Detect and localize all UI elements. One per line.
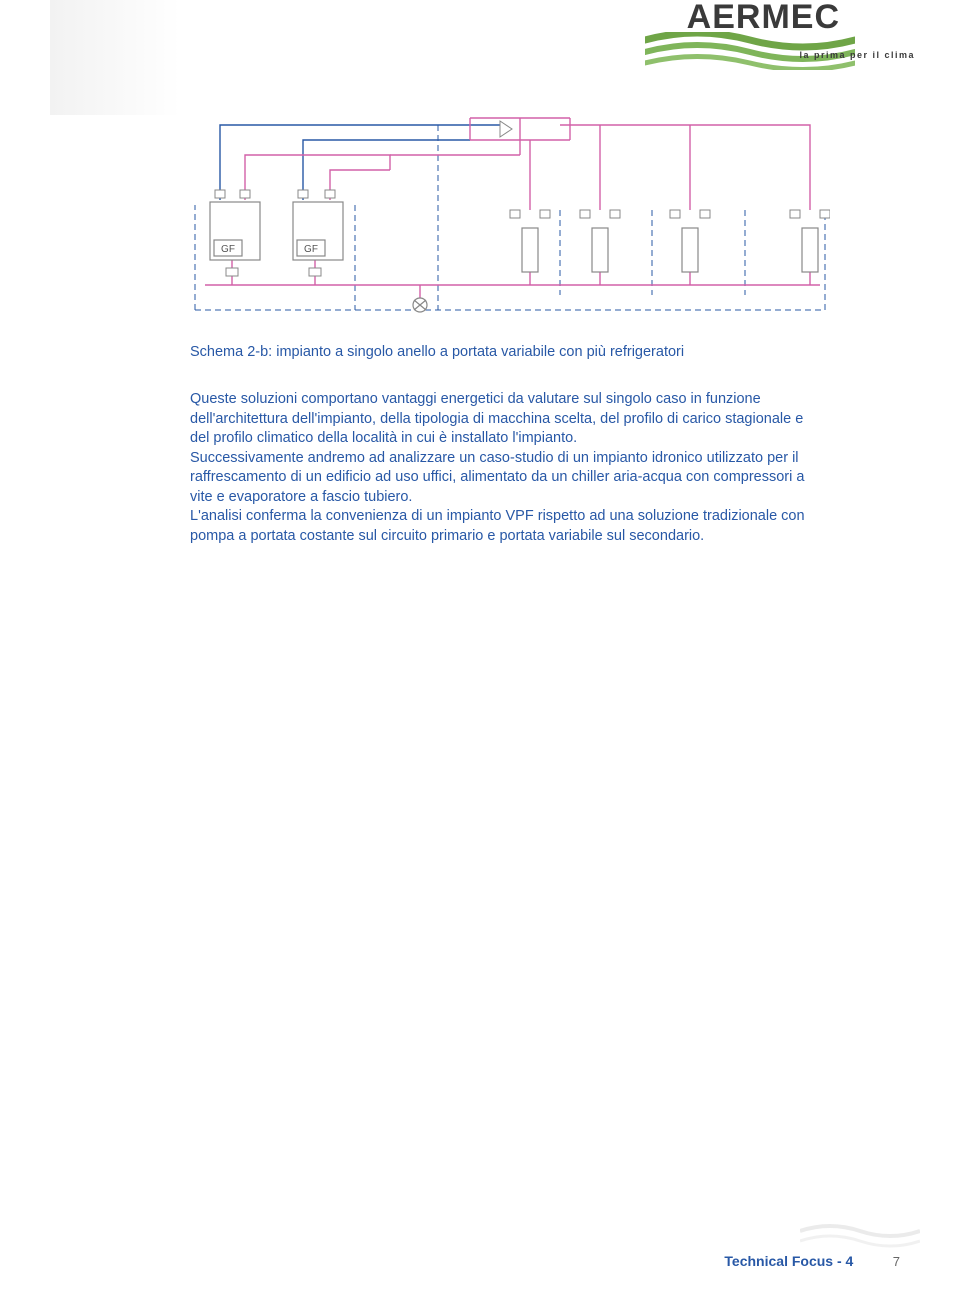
body-paragraph-2: Successivamente andremo ad analizzare un… xyxy=(190,449,815,508)
brand-name: AERMEC xyxy=(615,0,865,34)
page-number: 7 xyxy=(893,1254,900,1269)
diagram-caption: Schema 2-b: impianto a singolo anello a … xyxy=(190,342,830,362)
schematic-diagram: GF GF xyxy=(190,110,830,330)
gf-label-1: GF xyxy=(221,244,235,255)
footer-title: Technical Focus - 4 xyxy=(724,1253,853,1269)
brand-logo: AERMEC la prima per il clima xyxy=(615,0,865,85)
left-gradient-strip xyxy=(50,0,180,115)
footer-swoosh-icon xyxy=(800,1219,920,1249)
brand-tagline: la prima per il clima xyxy=(799,50,915,60)
body-paragraph-3: L'analisi conferma la convenienza di un … xyxy=(190,507,815,546)
body-paragraph-1: Queste soluzioni comportano vantaggi ene… xyxy=(190,390,815,449)
body-text: Queste soluzioni comportano vantaggi ene… xyxy=(190,390,815,547)
page-footer: Technical Focus - 4 7 xyxy=(650,1253,900,1271)
gf-label-2: GF xyxy=(304,244,318,255)
